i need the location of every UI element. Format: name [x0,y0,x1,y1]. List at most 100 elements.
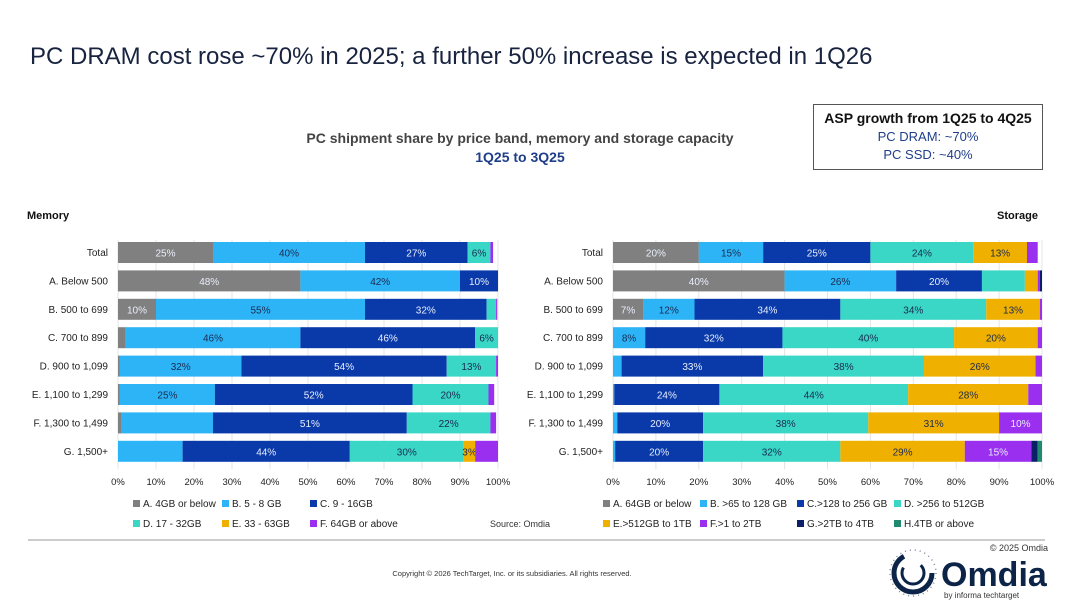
bar-segment [118,412,122,434]
legend-swatch [310,500,317,507]
legend-label: H.4TB or above [904,519,974,530]
legend-label: E.>512GB to 1TB [613,519,692,530]
data-label: 7% [621,305,636,316]
bar-segment [119,355,242,377]
legend-label: A. 64GB or below [613,499,692,510]
category-label: A. Below 500 [49,276,108,287]
bar-segment [349,440,464,462]
legend-swatch [133,500,140,507]
data-label: 42% [370,277,390,288]
data-label: 24% [912,249,932,260]
legend-item: B. >65 to 128 GB [700,499,787,510]
legend-swatch [603,520,610,527]
legend-label: F. 64GB or above [320,519,398,530]
bar-segment [964,440,1032,462]
data-label: 24% [657,391,677,402]
x-tick-label: 50% [818,477,838,488]
bar-segment [118,440,183,462]
legend-item: B. 5 - 8 GB [222,499,282,510]
data-label: 38% [776,419,796,430]
bar-segment [118,270,301,292]
data-label: 46% [203,334,223,345]
legend-item: E.>512GB to 1TB [603,519,692,530]
bar-segment [460,270,498,292]
data-label: 8% [622,334,637,345]
legend-swatch [222,500,229,507]
bar-segment [118,355,120,377]
x-tick-label: 60% [336,477,356,488]
asp-dram: PC DRAM: ~70% [877,129,979,144]
legend-label: D. 17 - 32GB [143,519,202,530]
data-label: 34% [757,305,777,316]
bar-segment [496,355,498,377]
category-label: G. 1,500+ [559,447,603,458]
legend-item: F.>1 to 2TB [700,519,762,530]
bar-segment [613,298,644,320]
bar-segment [613,270,785,292]
data-label: 40% [279,249,299,260]
bar-segment [645,327,783,349]
bar-segment [613,440,616,462]
data-label: 20% [929,277,949,288]
legend-item: E. 33 - 63GB [222,519,290,530]
bar-segment [999,412,1042,434]
data-label: 20% [650,419,670,430]
bar-segment [986,298,1040,320]
x-tick-label: 20% [689,477,709,488]
category-label: F. 1,300 to 1,499 [528,418,603,429]
data-label: 12% [659,305,679,316]
bar-segment [467,242,491,263]
legend-swatch [797,520,804,527]
bar-segment [870,242,974,263]
bar-segment [694,298,841,320]
legend-swatch [894,520,901,527]
legend-label: E. 33 - 63GB [232,519,290,530]
x-tick-label: 90% [450,477,470,488]
bar-segment [763,242,871,263]
bar-segment [613,355,622,377]
bar-segment [698,242,764,263]
bar-segment [241,355,447,377]
legend-label: D. >256 to 512GB [904,499,985,510]
data-label: 52% [304,391,324,402]
data-label: 31% [924,419,944,430]
data-label: 25% [155,249,175,260]
data-label: 15% [721,249,741,260]
bar-segment [1031,440,1038,462]
source-note: Source: Omdia [490,519,550,529]
data-label: 20% [649,447,669,458]
bar-segment [617,412,704,434]
category-label: Total [582,248,603,259]
storage-chart: Storage 0% 10% 20% 30% 40% 50% 60% 70% 80% 90% 100%… [527,210,1055,530]
bar-segment [973,242,1027,263]
bar-segment [840,298,987,320]
data-label: 34% [903,305,923,316]
bar-segment [463,440,476,462]
legend-swatch [894,500,901,507]
bar-segment [121,412,213,434]
category-label: C. 700 to 899 [543,333,603,344]
bar-segment [954,327,1038,349]
category-label: C. 700 to 899 [48,333,108,344]
legend-swatch [222,520,229,527]
data-label: 32% [416,305,436,316]
bar-segment [868,412,1000,434]
bar-segment [908,384,1029,405]
x-tick-label: 10% [646,477,666,488]
x-tick-label: 70% [374,477,394,488]
bar-segment [643,298,695,320]
bar-segment [412,384,489,405]
legend-swatch [603,500,610,507]
legend-item: F. 64GB or above [310,519,398,530]
legend-item: H.4TB or above [894,519,974,530]
bar-segment [615,440,704,462]
asp-growth-box: ASP growth from 1Q25 to 4Q25 PC DRAM: ~7… [813,104,1043,170]
legend-item: C.>128 to 256 GB [797,499,888,510]
category-label: E. 1,100 to 1,299 [32,390,109,401]
legend-swatch [133,520,140,527]
bar-segment [1037,327,1042,349]
legend-swatch [310,520,317,527]
legend-label: B. 5 - 8 GB [232,499,282,510]
data-label: 32% [171,362,191,373]
